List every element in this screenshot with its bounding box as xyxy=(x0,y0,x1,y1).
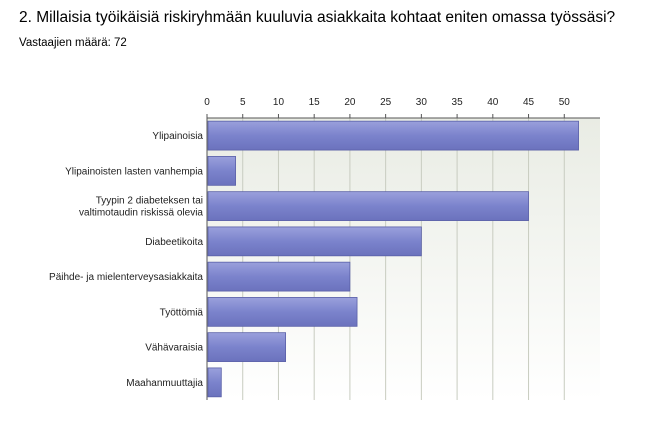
category-label: Päihde- ja mielenterveysasiakkaita xyxy=(49,272,203,283)
category-label: Ylipainoisten lasten vanhempia xyxy=(65,166,203,177)
x-tick-label: 0 xyxy=(204,97,210,108)
x-tick-label: 5 xyxy=(240,97,246,108)
x-tick-label: 20 xyxy=(344,97,356,108)
x-tick-label: 40 xyxy=(487,97,499,108)
category-label: Työttömiä xyxy=(160,307,204,318)
x-tick-label: 35 xyxy=(452,97,464,108)
category-label: Vähävaraisia xyxy=(145,343,203,354)
x-tick-label: 45 xyxy=(523,97,535,108)
category-label: Ylipainoisia xyxy=(152,131,203,142)
category-label: valtimotaudin riskissä olevia xyxy=(79,208,203,219)
x-tick-label: 10 xyxy=(273,97,285,108)
bar xyxy=(207,120,579,151)
x-tick-label: 25 xyxy=(380,97,392,108)
category-label: Maahanmuuttajia xyxy=(126,378,203,389)
bar xyxy=(207,261,351,292)
bar xyxy=(207,332,286,362)
bar xyxy=(207,191,529,221)
x-tick-label: 50 xyxy=(559,97,571,108)
x-tick-label: 15 xyxy=(309,97,321,108)
category-label: Tyypin 2 diabeteksen tai xyxy=(96,196,203,207)
category-label: Diabeetikoita xyxy=(145,237,203,248)
chart-title: 2. Millaisia työikäisiä riskiryhmään kuu… xyxy=(19,9,616,26)
bar xyxy=(207,367,222,398)
bar xyxy=(207,156,236,186)
respondent-count: Vastaajien määrä: 72 xyxy=(19,37,127,49)
bar xyxy=(207,226,422,257)
x-tick-label: 30 xyxy=(416,97,428,108)
bar xyxy=(207,297,358,327)
